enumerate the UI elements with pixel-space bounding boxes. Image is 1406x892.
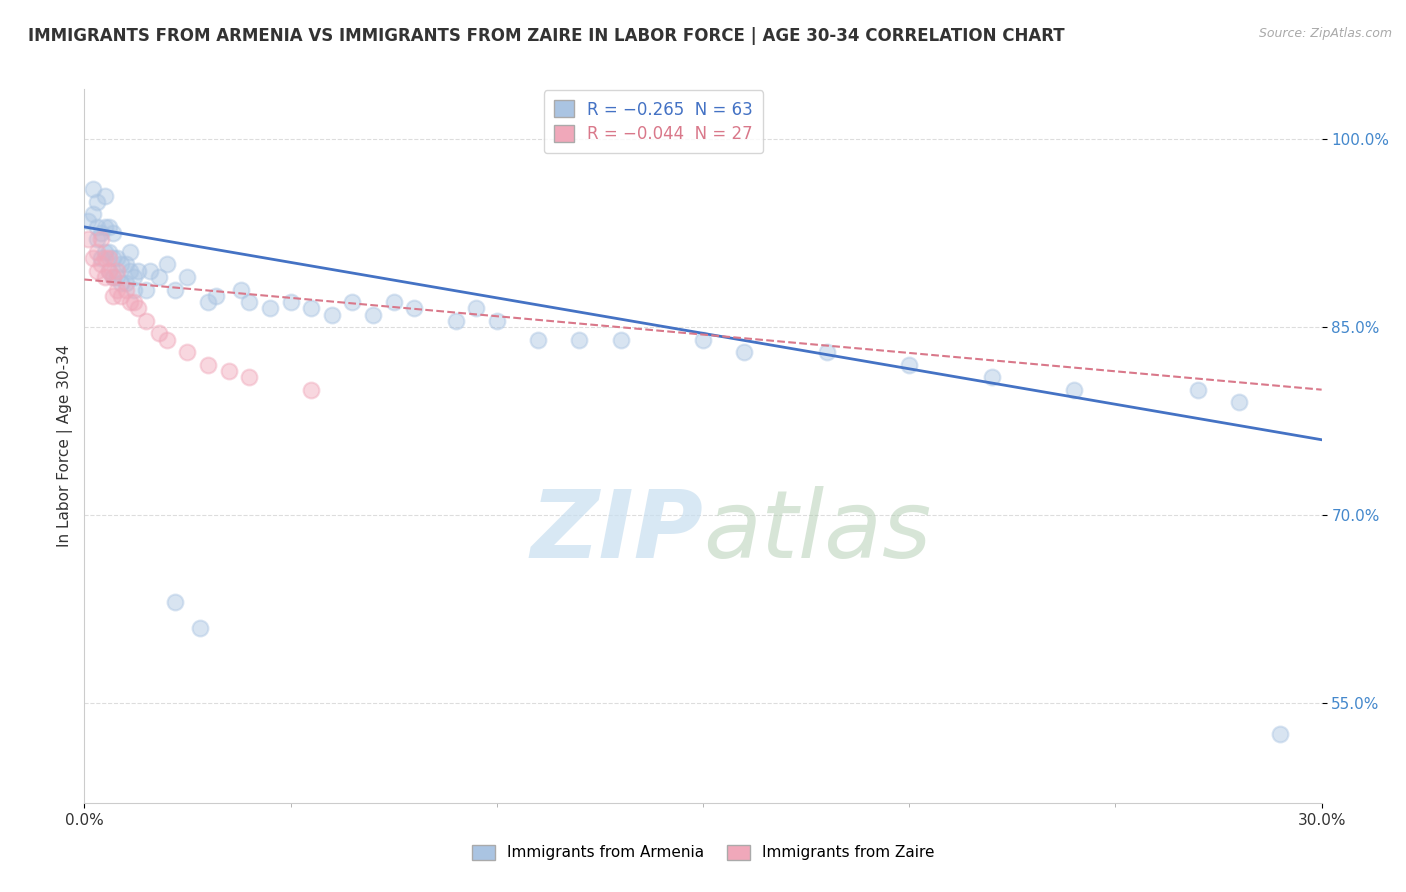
Point (114, 283, 136, 297)
Point (404, 301, 426, 316)
Text: IMMIGRANTS FROM ARMENIA VS IMMIGRANTS FROM ZAIRE IN LABOR FORCE | AGE 30-34 CORR: IMMIGRANTS FROM ARMENIA VS IMMIGRANTS FR… (28, 27, 1064, 45)
Point (692, 333, 714, 347)
Point (86, 232, 108, 246)
Point (980, 370, 1002, 384)
Point (361, 308, 384, 322)
Point (733, 345, 755, 359)
Point (94, 188, 117, 202)
Point (122, 270, 145, 285)
Point (148, 270, 170, 285)
Point (1227, 395, 1250, 409)
Point (259, 301, 281, 316)
Legend: Immigrants from Armenia, Immigrants from Zaire: Immigrants from Armenia, Immigrants from… (465, 838, 941, 866)
Point (98, 264, 121, 278)
Point (139, 264, 162, 278)
Point (218, 364, 240, 378)
Point (176, 270, 198, 285)
Point (165, 283, 187, 297)
Point (156, 257, 179, 271)
Point (156, 333, 179, 347)
Point (90, 226, 112, 240)
Point (898, 358, 921, 372)
Point (110, 277, 132, 291)
Point (98, 219, 121, 234)
Point (90, 232, 112, 246)
Point (82, 207, 104, 221)
Point (299, 383, 322, 397)
Point (103, 289, 125, 303)
Point (110, 289, 132, 303)
Point (82, 182, 104, 196)
Point (382, 295, 405, 310)
Point (86, 244, 108, 259)
Point (103, 226, 125, 240)
Point (105, 270, 128, 285)
Text: Source: ZipAtlas.com: Source: ZipAtlas.com (1258, 27, 1392, 40)
Point (1187, 383, 1209, 397)
Point (238, 295, 260, 310)
Point (1063, 383, 1085, 397)
Point (110, 257, 132, 271)
Point (98, 251, 121, 265)
Point (815, 345, 838, 359)
Text: ZIP: ZIP (530, 485, 703, 578)
Point (114, 277, 136, 291)
Point (105, 251, 128, 265)
Point (127, 264, 149, 278)
Point (609, 333, 631, 347)
Point (527, 333, 550, 347)
Point (98, 264, 121, 278)
Point (94, 251, 117, 265)
Point (485, 314, 508, 328)
Point (1270, 727, 1292, 741)
Point (135, 283, 157, 297)
Point (86, 219, 108, 234)
Point (105, 283, 128, 297)
Point (122, 295, 145, 310)
Point (103, 251, 125, 265)
Point (94, 244, 117, 259)
Point (122, 283, 145, 297)
Point (465, 301, 488, 316)
Point (103, 270, 125, 285)
Point (205, 289, 228, 303)
Point (197, 358, 219, 372)
Point (148, 326, 170, 341)
Point (94, 219, 117, 234)
Point (77, 213, 100, 227)
Point (165, 595, 187, 609)
Point (321, 308, 343, 322)
Point (127, 301, 149, 316)
Point (90, 251, 112, 265)
Point (98, 244, 121, 259)
Point (197, 295, 219, 310)
Point (135, 314, 157, 328)
Y-axis label: In Labor Force | Age 30-34: In Labor Force | Age 30-34 (58, 344, 73, 548)
Point (86, 264, 108, 278)
Point (114, 257, 136, 271)
Point (82, 251, 104, 265)
Point (342, 295, 364, 310)
Point (568, 333, 591, 347)
Point (77, 232, 100, 246)
Point (94, 270, 117, 285)
Point (118, 244, 141, 259)
Point (176, 345, 198, 359)
Point (444, 314, 467, 328)
Point (280, 295, 302, 310)
Point (188, 621, 211, 635)
Point (90, 257, 112, 271)
Text: atlas: atlas (703, 486, 931, 577)
Point (103, 270, 125, 285)
Point (118, 295, 141, 310)
Point (118, 264, 141, 278)
Point (299, 301, 322, 316)
Point (238, 370, 260, 384)
Point (229, 283, 252, 297)
Point (105, 264, 128, 278)
Point (86, 194, 108, 209)
